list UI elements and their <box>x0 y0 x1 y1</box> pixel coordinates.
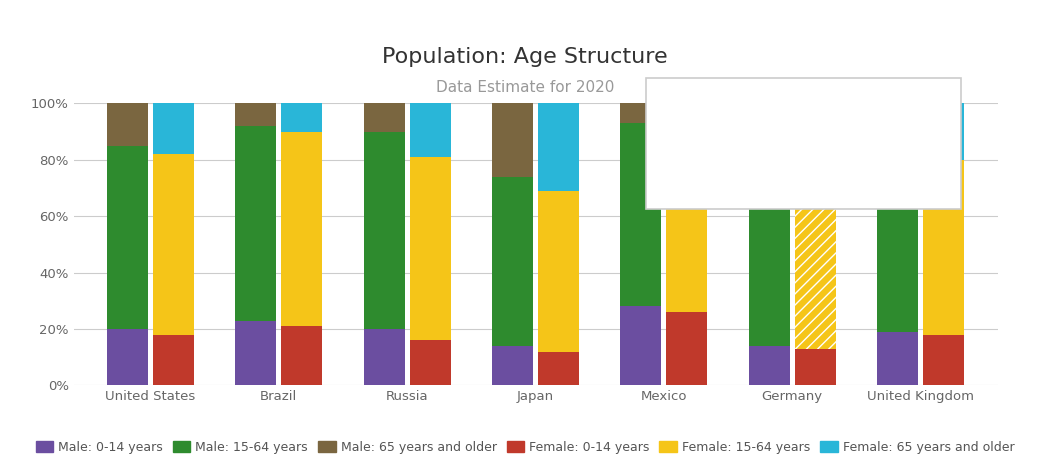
Bar <box>410 157 450 340</box>
Text: Gender: Female: Gender: Female <box>668 133 778 147</box>
FancyBboxPatch shape <box>646 78 961 209</box>
Bar <box>923 103 964 160</box>
Bar <box>235 103 276 126</box>
Bar <box>749 163 790 346</box>
Bar <box>107 103 148 146</box>
Bar <box>363 103 404 132</box>
Bar <box>363 329 404 385</box>
Bar <box>538 352 580 385</box>
Bar <box>795 174 836 349</box>
Bar <box>153 154 194 335</box>
Bar <box>667 126 708 312</box>
Bar <box>235 321 276 385</box>
Text: Population: Age Structure: Population: Age Structure <box>382 47 668 67</box>
Bar <box>491 103 533 177</box>
Bar <box>877 149 918 332</box>
Bar <box>281 103 322 132</box>
Bar <box>877 332 918 385</box>
Bar <box>795 174 836 349</box>
Bar <box>491 346 533 385</box>
Bar <box>538 103 580 191</box>
Bar <box>281 132 322 326</box>
Bar <box>795 349 836 385</box>
Bar <box>538 191 580 352</box>
Legend: Male: 0-14 years, Male: 15-64 years, Male: 65 years and older, Female: 0-14 year: Male: 0-14 years, Male: 15-64 years, Mal… <box>30 436 1020 459</box>
Bar <box>621 123 662 306</box>
Bar <box>363 132 404 329</box>
Bar <box>621 103 662 123</box>
Bar <box>153 103 194 154</box>
Text: Age Group: 15-64 years: Age Group: 15-64 years <box>668 159 834 173</box>
Text: Population: 25,540,912: Population: 25,540,912 <box>668 186 828 199</box>
Bar <box>235 126 276 321</box>
Bar <box>621 306 662 385</box>
Bar <box>410 103 450 157</box>
Bar <box>667 103 708 126</box>
Bar <box>877 103 918 149</box>
Bar <box>749 103 790 163</box>
Bar <box>491 177 533 346</box>
Bar <box>107 329 148 385</box>
Text: Germany: Germany <box>668 107 738 120</box>
Bar <box>795 103 836 174</box>
Bar <box>667 312 708 385</box>
Bar <box>923 335 964 385</box>
Bar <box>410 340 450 385</box>
Bar <box>749 346 790 385</box>
Bar <box>107 146 148 329</box>
Bar <box>923 160 964 335</box>
Bar <box>281 326 322 385</box>
Text: Data Estimate for 2020: Data Estimate for 2020 <box>436 80 614 95</box>
Bar <box>153 335 194 385</box>
